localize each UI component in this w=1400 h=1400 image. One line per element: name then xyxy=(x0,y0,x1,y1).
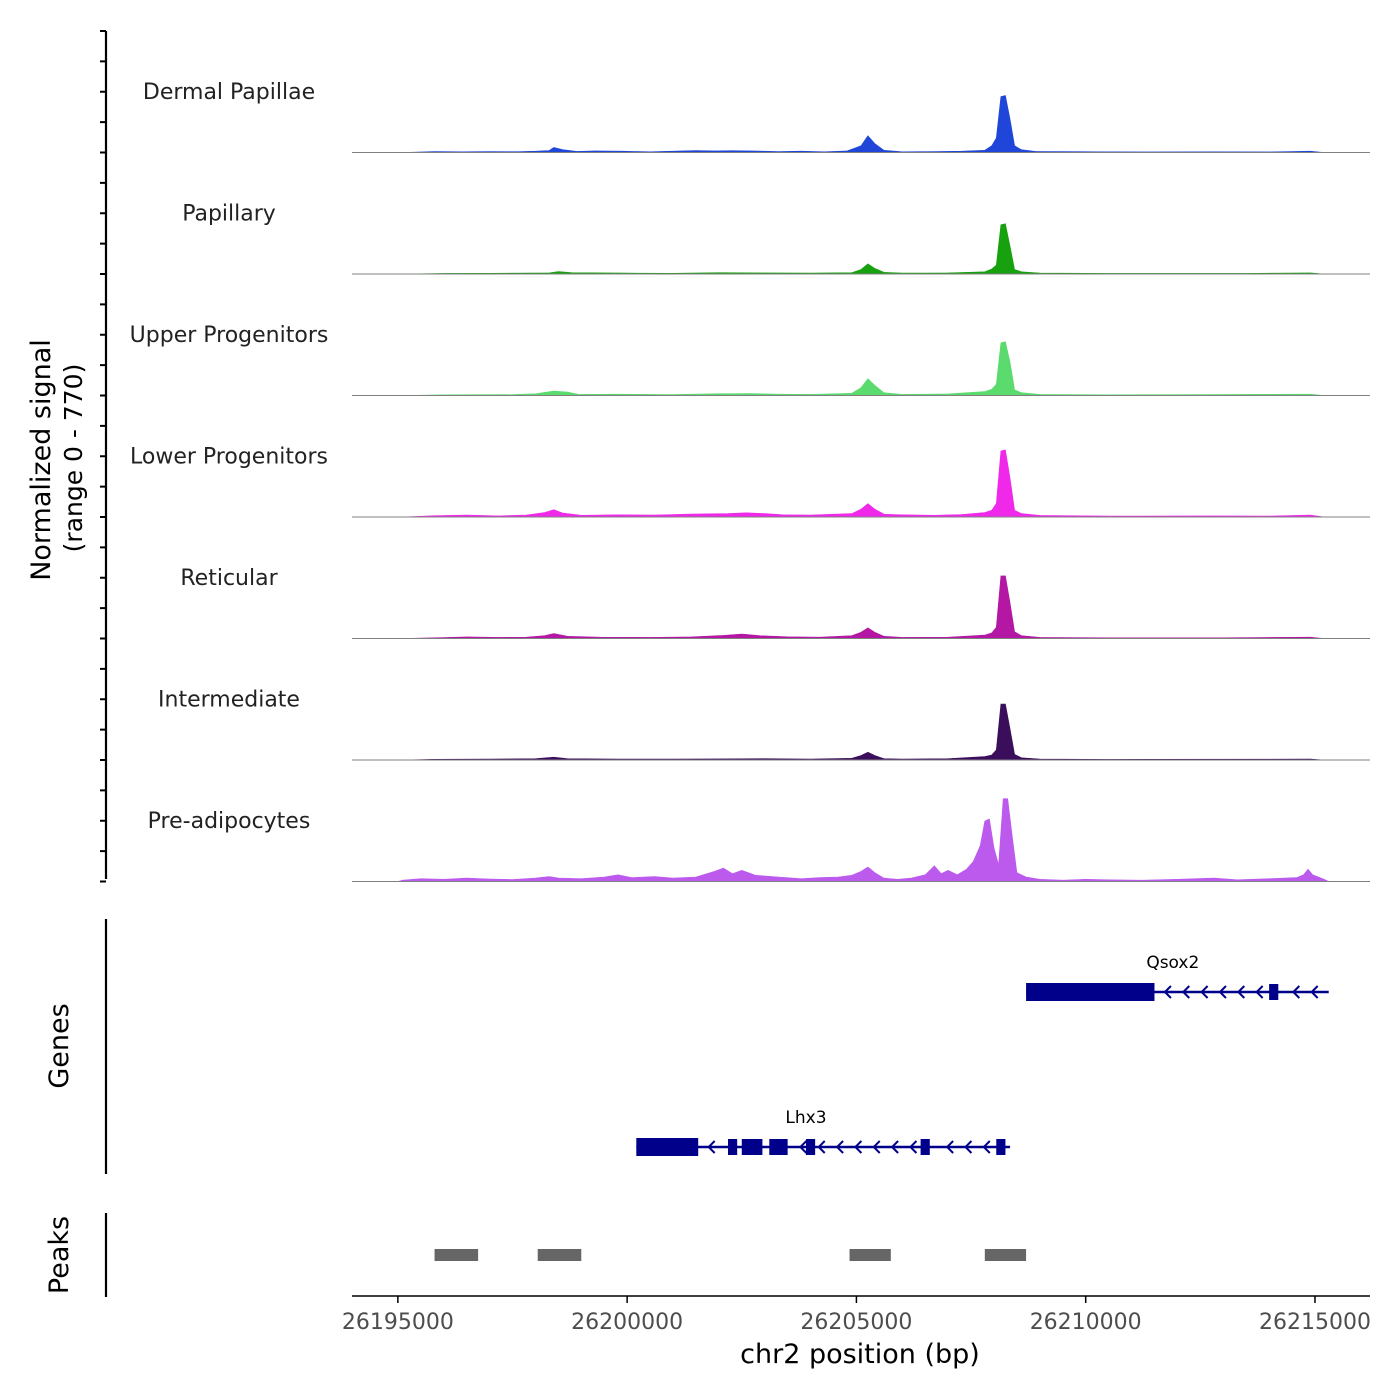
genes-track-label: Genes xyxy=(44,1003,75,1088)
coverage-area xyxy=(402,703,1325,761)
gene-model: Lhx3 xyxy=(636,1108,1011,1156)
coverage-area xyxy=(402,575,1325,639)
peak-region xyxy=(849,1249,891,1261)
strand-arrow xyxy=(1200,985,1209,999)
strand-arrow xyxy=(798,1140,808,1154)
track-label: Papillary xyxy=(182,202,276,227)
strand-arrow xyxy=(835,1140,844,1154)
y-axis-range-label: (range 0 - 770) xyxy=(59,364,88,553)
gene-name-label: Lhx3 xyxy=(785,1108,826,1128)
strand-arrow xyxy=(982,1140,991,1154)
strand-arrow xyxy=(909,1140,918,1154)
x-axis-tick-label: 26195000 xyxy=(342,1310,454,1335)
y-axis-title: Normalized signal xyxy=(26,339,57,581)
gene-exon xyxy=(920,1139,930,1155)
gene-exon xyxy=(805,1139,816,1155)
track-label: Reticular xyxy=(180,566,278,591)
strand-arrow xyxy=(964,1140,973,1154)
strand-arrow xyxy=(1310,985,1319,999)
gene-model: Qsox2 xyxy=(1026,953,1329,1001)
gene-exon xyxy=(728,1139,738,1155)
strand-arrow xyxy=(854,1140,863,1154)
track-label: Intermediate xyxy=(158,688,300,713)
strand-arrow xyxy=(1236,985,1246,999)
gene-exon xyxy=(1026,983,1155,1001)
coverage-track: Papillary xyxy=(100,151,1370,275)
strand-arrow xyxy=(707,1140,716,1154)
strand-arrow xyxy=(817,1140,826,1154)
coverage-track: Intermediate xyxy=(100,637,1370,761)
coverage-track: Upper Progenitors xyxy=(100,273,1370,397)
coverage-area xyxy=(402,95,1325,153)
strand-arrow xyxy=(1291,985,1301,999)
x-axis-title: chr2 position (bp) xyxy=(740,1339,980,1370)
gene-exon xyxy=(996,1139,1006,1155)
x-axis-tick-label: 26205000 xyxy=(800,1310,912,1335)
coverage-area xyxy=(397,798,1329,882)
strand-arrow xyxy=(945,1140,954,1154)
x-axis-tick-label: 26210000 xyxy=(1030,1310,1142,1335)
strand-arrow xyxy=(1181,985,1190,999)
track-label: Upper Progenitors xyxy=(130,323,329,348)
x-axis: 26195000 26200000 26205000 26210000 26215000 xyxy=(342,1295,1371,1335)
track-label: Dermal Papillae xyxy=(143,80,315,105)
x-axis-tick-label: 26200000 xyxy=(571,1310,683,1335)
genes-panel: Qsox2 Lhx3 xyxy=(104,919,1329,1174)
peak-region xyxy=(984,1249,1027,1261)
coverage-track: Dermal Papillae xyxy=(100,30,1370,154)
coverage-area xyxy=(402,341,1325,396)
strand-arrow xyxy=(1218,985,1227,999)
x-axis-tick-label: 26215000 xyxy=(1259,1310,1371,1335)
strand-arrow xyxy=(890,1140,899,1154)
gene-exon xyxy=(1269,984,1279,1000)
strand-arrow xyxy=(1163,985,1172,999)
strand-arrow xyxy=(1255,985,1264,999)
coverage-track: Pre-adipocytes xyxy=(100,759,1370,883)
gene-exon xyxy=(769,1139,788,1155)
gene-exon xyxy=(636,1138,699,1156)
gene-exon xyxy=(741,1139,763,1155)
peaks-track-label: Peaks xyxy=(44,1216,75,1294)
coverage-area xyxy=(402,223,1325,275)
peak-region xyxy=(537,1249,582,1261)
peaks-panel xyxy=(104,1213,1027,1297)
gene-name-label: Qsox2 xyxy=(1146,953,1199,973)
coverage-track: Reticular xyxy=(100,516,1370,640)
track-label: Lower Progenitors xyxy=(130,445,328,470)
peak-region xyxy=(434,1249,479,1261)
coverage-panel: Dermal Papillae Papillary Upper Progenitor… xyxy=(100,30,1370,883)
track-label: Pre-adipocytes xyxy=(148,809,311,834)
coverage-track: Lower Progenitors xyxy=(100,394,1370,518)
coverage-area xyxy=(402,449,1325,518)
strand-arrow xyxy=(872,1140,881,1154)
